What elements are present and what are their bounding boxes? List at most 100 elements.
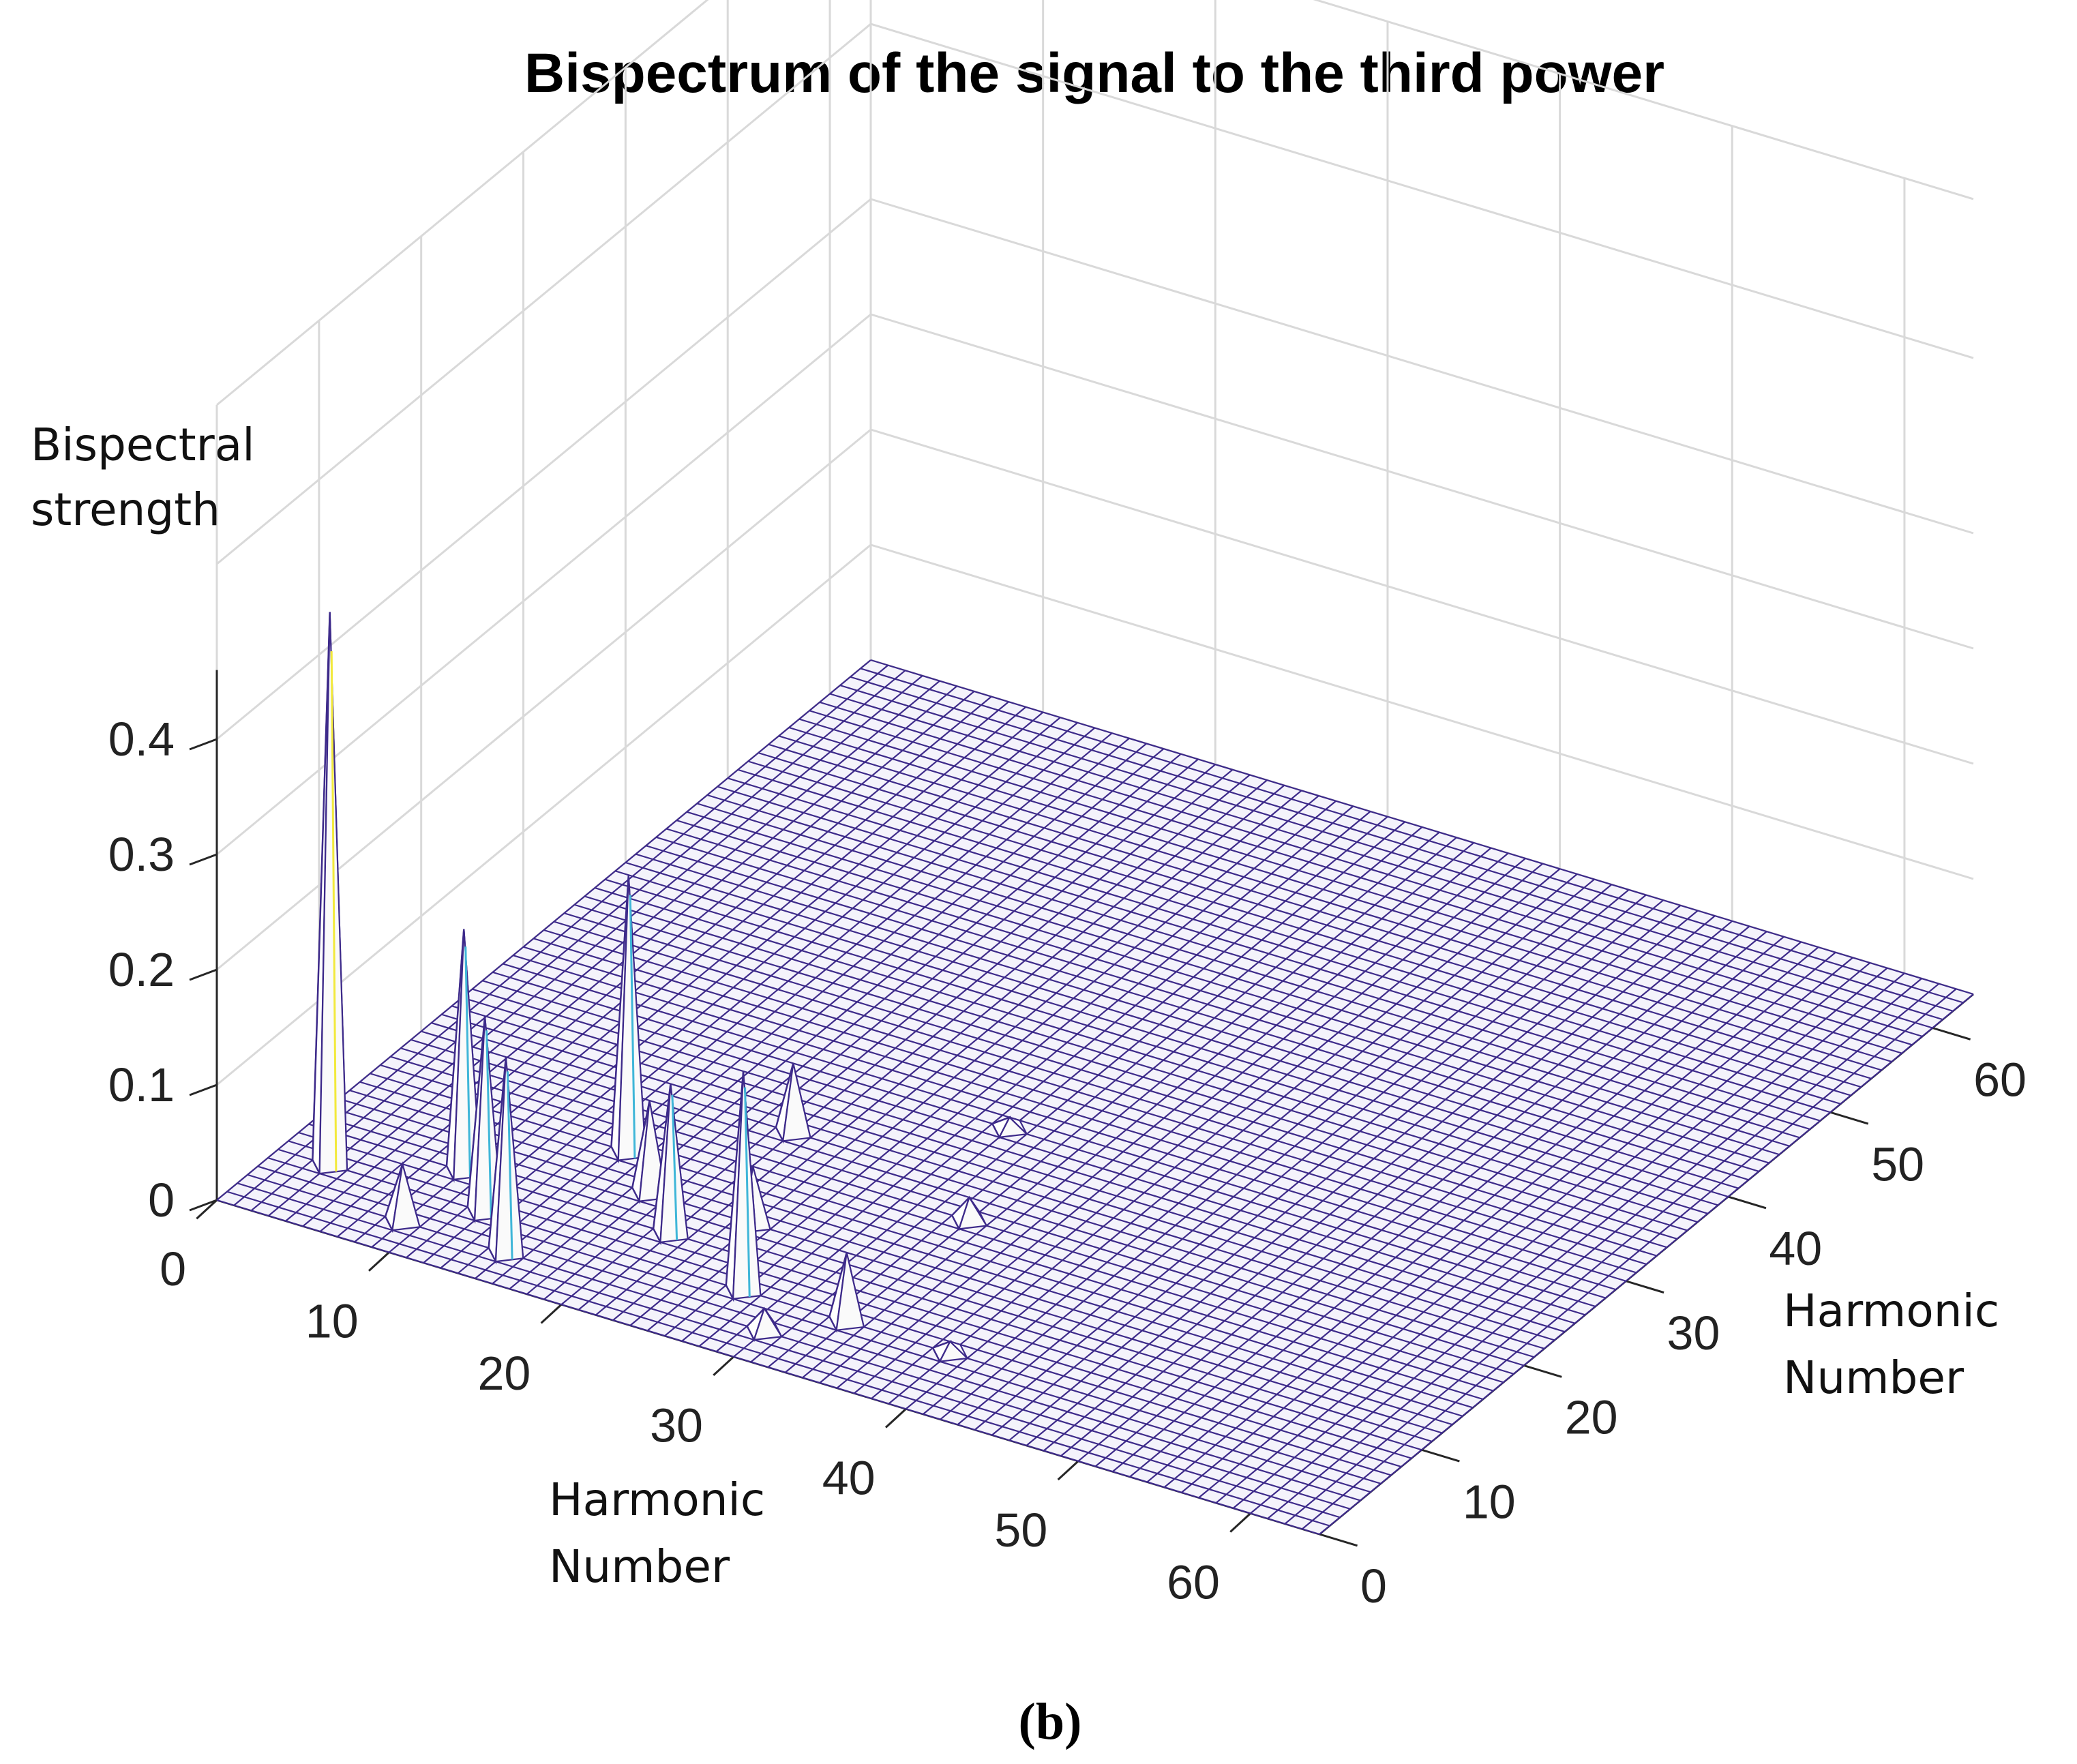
peak-highlight xyxy=(464,946,471,1178)
grid-line-z-2 xyxy=(216,428,1974,971)
z-tick-mark-1 xyxy=(189,1083,218,1096)
peak-marks xyxy=(312,612,1029,1364)
mesh-line xyxy=(216,1199,1320,1536)
mesh-line xyxy=(615,870,1718,1206)
mesh-line xyxy=(625,861,1729,1198)
peak-front-face xyxy=(753,1306,783,1341)
x-tick-label-2: 20 xyxy=(477,1347,531,1400)
y-tick-label-5: 50 xyxy=(1871,1137,1924,1191)
z-tick-label-4: 0.4 xyxy=(108,713,175,766)
x-tick-label-3: 30 xyxy=(650,1399,703,1452)
grid-line-z-3 xyxy=(216,313,1974,856)
peak-10 xyxy=(652,1083,689,1246)
x-tick-label-4: 40 xyxy=(822,1451,876,1504)
peak-7 xyxy=(950,1195,988,1231)
mesh-line xyxy=(666,828,1769,1164)
peak-front-face xyxy=(391,1164,421,1231)
mesh-line xyxy=(564,912,1667,1249)
mesh-line xyxy=(257,1165,1361,1501)
mesh-line xyxy=(727,777,1831,1113)
x-tick-label-6: 60 xyxy=(1167,1555,1220,1609)
mesh-line xyxy=(839,685,1943,1021)
mesh-line xyxy=(349,1090,1453,1426)
peak-highlight xyxy=(485,1030,492,1219)
peak-13 xyxy=(828,1252,865,1333)
y-tick-mark-0 xyxy=(1319,1533,1358,1547)
mesh-line xyxy=(717,786,1821,1122)
mesh-line xyxy=(829,693,1933,1029)
mesh-line xyxy=(339,1098,1443,1434)
mesh-line xyxy=(768,743,1872,1079)
peak-1 xyxy=(775,1063,811,1144)
mesh-line xyxy=(870,659,1974,996)
mesh-line xyxy=(359,1081,1463,1417)
peak-highlight xyxy=(506,1071,513,1260)
mesh-line xyxy=(798,718,1902,1054)
x-axis-label-line-1: Harmonic xyxy=(549,1474,765,1526)
y-tick-mark-3 xyxy=(1626,1280,1664,1294)
peak-highlight xyxy=(671,1094,678,1240)
y-tick-label-6: 60 xyxy=(1973,1053,2027,1107)
mesh-line xyxy=(370,1073,1474,1409)
mesh-line xyxy=(554,921,1657,1257)
x-tick-label-0: 0 xyxy=(160,1242,186,1296)
peak-8 xyxy=(384,1161,421,1234)
mesh-line xyxy=(574,903,1677,1240)
mesh-line xyxy=(686,811,1790,1147)
mesh-line xyxy=(758,752,1862,1088)
y-tick-label-4: 40 xyxy=(1769,1222,1822,1275)
peak-4 xyxy=(445,929,482,1183)
peak-highlight xyxy=(330,651,338,1172)
y-tick-label-1: 10 xyxy=(1463,1475,1516,1528)
z-tick-label-0: 0 xyxy=(148,1173,175,1227)
peak-highlight xyxy=(744,1087,751,1298)
z-tick-labels: 0 0.1 0.2 0.3 0.4 xyxy=(108,713,175,1227)
x-tick-label-1: 10 xyxy=(305,1295,359,1348)
mesh-line xyxy=(421,1030,1525,1366)
z-tick-label-2: 0.2 xyxy=(108,943,175,996)
grid-line-z-1 xyxy=(216,543,1974,1086)
x-tick-mark-2 xyxy=(540,1304,563,1324)
z-axis-label-line-1: Bispectral xyxy=(31,419,255,471)
grid-line-z-6 xyxy=(216,0,1974,406)
mesh-line xyxy=(267,1157,1371,1493)
mesh-line xyxy=(605,878,1708,1214)
y-axis-label-line-2: Number xyxy=(1783,1351,1964,1404)
mesh-line xyxy=(696,803,1800,1139)
x-tick-mark-5 xyxy=(1057,1460,1079,1481)
mesh-line xyxy=(247,1173,1351,1510)
z-axis-label-line-2: strength xyxy=(31,483,220,536)
mesh-line xyxy=(778,735,1882,1071)
peak-front-face xyxy=(957,1195,988,1230)
mesh-line xyxy=(503,963,1606,1299)
peak-front-face xyxy=(938,1340,969,1363)
mesh-line xyxy=(788,726,1892,1063)
peak-0 xyxy=(991,1116,1029,1139)
x-tick-mark-0 xyxy=(196,1199,218,1220)
z-tick-label-3: 0.3 xyxy=(108,828,175,881)
mesh-line xyxy=(543,929,1647,1266)
grid-line-z-5 xyxy=(216,23,1974,565)
mesh-line xyxy=(636,853,1739,1189)
mesh-line xyxy=(747,760,1851,1096)
x-axis-label-line-2: Number xyxy=(549,1540,730,1593)
x-tick-label-5: 50 xyxy=(994,1504,1047,1557)
y-tick-label-3: 30 xyxy=(1667,1306,1720,1360)
mesh-line xyxy=(390,1056,1494,1392)
y-tick-mark-1 xyxy=(1421,1448,1460,1463)
mesh-line xyxy=(809,710,1913,1046)
z-tick-label-1: 0.1 xyxy=(108,1058,175,1111)
mesh-line xyxy=(462,996,1565,1333)
y-tick-mark-4 xyxy=(1727,1195,1767,1210)
y-tick-label-0: 0 xyxy=(1360,1559,1387,1613)
peak-2 xyxy=(610,875,647,1164)
mesh-line xyxy=(706,794,1810,1131)
mesh-line xyxy=(595,887,1698,1223)
y-tick-mark-5 xyxy=(1829,1111,1869,1125)
mesh-line xyxy=(584,895,1688,1231)
mesh-line xyxy=(676,820,1780,1156)
mesh-line xyxy=(523,946,1626,1282)
z-tick-mark-3 xyxy=(189,853,218,866)
mesh-line xyxy=(226,1191,1330,1527)
